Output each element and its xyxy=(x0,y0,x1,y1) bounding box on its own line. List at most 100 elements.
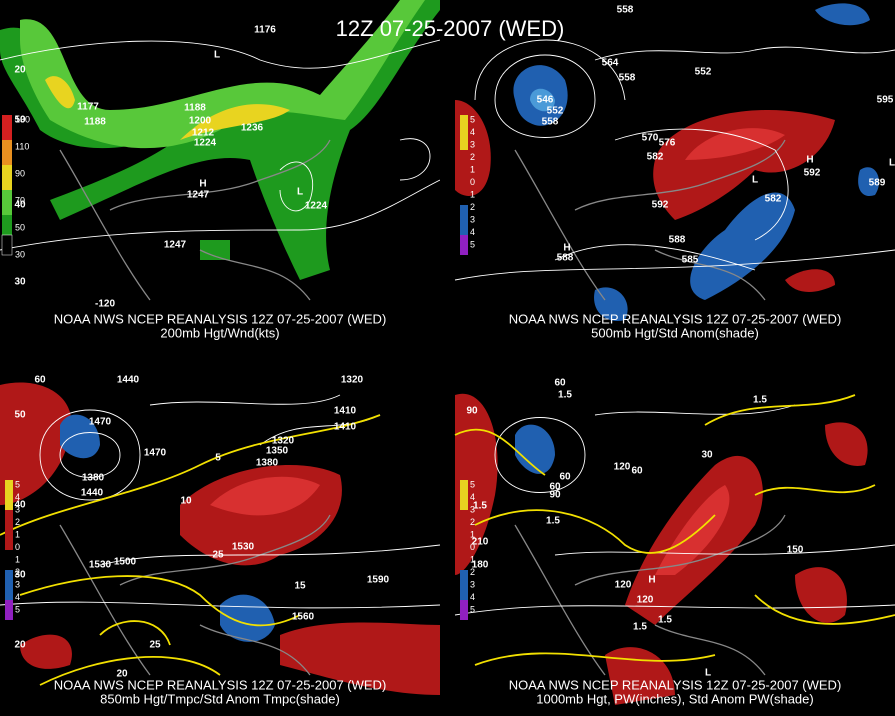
contour-label: 40 xyxy=(14,500,26,511)
colorbar-label: 4 xyxy=(15,592,20,602)
contour-label: 552 xyxy=(547,106,564,117)
colorbar-label: 5 xyxy=(470,239,475,249)
colorbar-swatch xyxy=(5,600,13,620)
contour-label: 589 xyxy=(869,178,886,189)
contour-label: 1247 xyxy=(164,240,187,251)
colorbar-label: 4 xyxy=(470,127,475,137)
contour-label: 1530 xyxy=(89,560,112,571)
contour-label: L xyxy=(889,158,895,169)
contour-label: 60 xyxy=(631,466,643,477)
colorbar-label: 5 xyxy=(15,479,20,489)
contour-label: H xyxy=(806,155,813,166)
contour-label: 592 xyxy=(804,168,821,179)
colorbar-label: 1 xyxy=(15,529,20,539)
contour-label: 60 xyxy=(34,375,46,386)
contour-label: 1470 xyxy=(144,448,167,459)
contour-label: 20 xyxy=(116,669,128,680)
contour-label: H xyxy=(199,179,206,190)
colorbar-swatch xyxy=(460,510,468,550)
caption: 500mb Hgt/Std Anom(shade) xyxy=(591,325,759,340)
colorbar-swatch xyxy=(1,234,13,256)
colorbar-label: 4 xyxy=(470,592,475,602)
contour-label: 1177 xyxy=(77,102,99,113)
contour-label: 15 xyxy=(294,581,306,592)
colorbar-label: 70 xyxy=(15,195,25,205)
contour-label: 1.5 xyxy=(558,390,572,401)
contour-label: 40 xyxy=(14,200,26,211)
contour-label: 1380 xyxy=(256,458,279,469)
colorbar-label: 1 xyxy=(15,554,20,564)
contour-label: 1.5 xyxy=(473,501,487,512)
title: 12Z 07-25-2007 (WED) xyxy=(336,16,565,41)
contour-label: 120 xyxy=(637,595,654,606)
contour-label: 1247 xyxy=(187,190,210,201)
contour-label: 210 xyxy=(472,537,489,548)
colorbar-label: 0 xyxy=(470,542,475,552)
contour-label: 90 xyxy=(549,490,561,501)
contour-label: 1176 xyxy=(254,25,276,36)
colorbar-label: 3 xyxy=(470,139,475,149)
contour-label: H xyxy=(563,243,570,254)
colorbar-label: 110 xyxy=(15,141,29,151)
contour-label: 1590 xyxy=(367,575,390,586)
colorbar-swatch xyxy=(5,510,13,550)
contour-label: 595 xyxy=(877,95,894,106)
contour-label: 558 xyxy=(619,73,636,84)
contour-label: 1224 xyxy=(305,201,328,212)
contour-label: 50 xyxy=(14,115,26,126)
contour-label: 570 xyxy=(642,133,659,144)
colorbar-label: 3 xyxy=(470,214,475,224)
contour-label: 60 xyxy=(559,472,571,483)
contour-label: 1320 xyxy=(272,436,295,447)
colorbar-swatch xyxy=(5,570,13,600)
colorbar-label: 1 xyxy=(470,164,475,174)
contour-label: 5 xyxy=(215,453,221,464)
colorbar-label: 2 xyxy=(15,567,20,577)
contour-label: 1410 xyxy=(334,422,357,433)
colorbar-swatch xyxy=(2,140,12,165)
contour-label: 546 xyxy=(537,95,554,106)
caption: 1000mb Hgt, PW(inches), Std Anom PW(shad… xyxy=(536,691,813,706)
contour-label: 1212 xyxy=(192,128,215,139)
contour-label: H xyxy=(648,575,655,586)
contour-label: 150 xyxy=(787,545,804,556)
colorbar-label: 4 xyxy=(470,492,475,502)
contour-label: 1224 xyxy=(194,138,217,149)
caption: 850mb Hgt/Tmpc/Std Anom Tmpc(shade) xyxy=(100,691,340,706)
colorbar-swatch xyxy=(460,600,468,620)
contour-label: 1560 xyxy=(292,612,315,623)
contour-label: 1188 xyxy=(84,117,106,128)
contour-label: 120 xyxy=(614,462,631,473)
colorbar-swatch xyxy=(460,205,468,235)
contour-label: 1500 xyxy=(114,557,137,568)
contour-label: 552 xyxy=(695,67,712,78)
colorbar-label: 50 xyxy=(15,222,25,232)
contour-label: 588 xyxy=(669,235,686,246)
contour-label: 1350 xyxy=(266,446,289,457)
colorbar-label: 1 xyxy=(470,554,475,564)
contour-label: L xyxy=(214,50,220,61)
colorbar-label: 90 xyxy=(15,168,25,178)
contour-label: 1410 xyxy=(334,406,357,417)
contour-label: 582 xyxy=(647,152,664,163)
colorbar-label: 2 xyxy=(15,517,20,527)
caption: NOAA NWS NCEP REANALYSIS 12Z 07-25-2007 … xyxy=(509,677,842,692)
colorbar-label: 2 xyxy=(470,517,475,527)
contour-label: 50 xyxy=(14,410,26,421)
contour-label: L xyxy=(297,187,303,198)
contour-label: 20 xyxy=(14,65,26,76)
contour-label: 588 xyxy=(557,253,574,264)
colorbar-label: 0 xyxy=(470,177,475,187)
contour-label: 1.5 xyxy=(633,622,647,633)
colorbar-swatch xyxy=(460,235,468,255)
contour-label: 30 xyxy=(14,277,26,288)
colorbar-swatch xyxy=(2,190,12,215)
colorbar-label: 2 xyxy=(470,152,475,162)
colorbar-swatch xyxy=(2,165,12,190)
colorbar-label: 3 xyxy=(470,579,475,589)
contour-label: 1188 xyxy=(184,103,206,114)
contour-label: 1.5 xyxy=(753,395,767,406)
contour-label: 60 xyxy=(554,378,566,389)
